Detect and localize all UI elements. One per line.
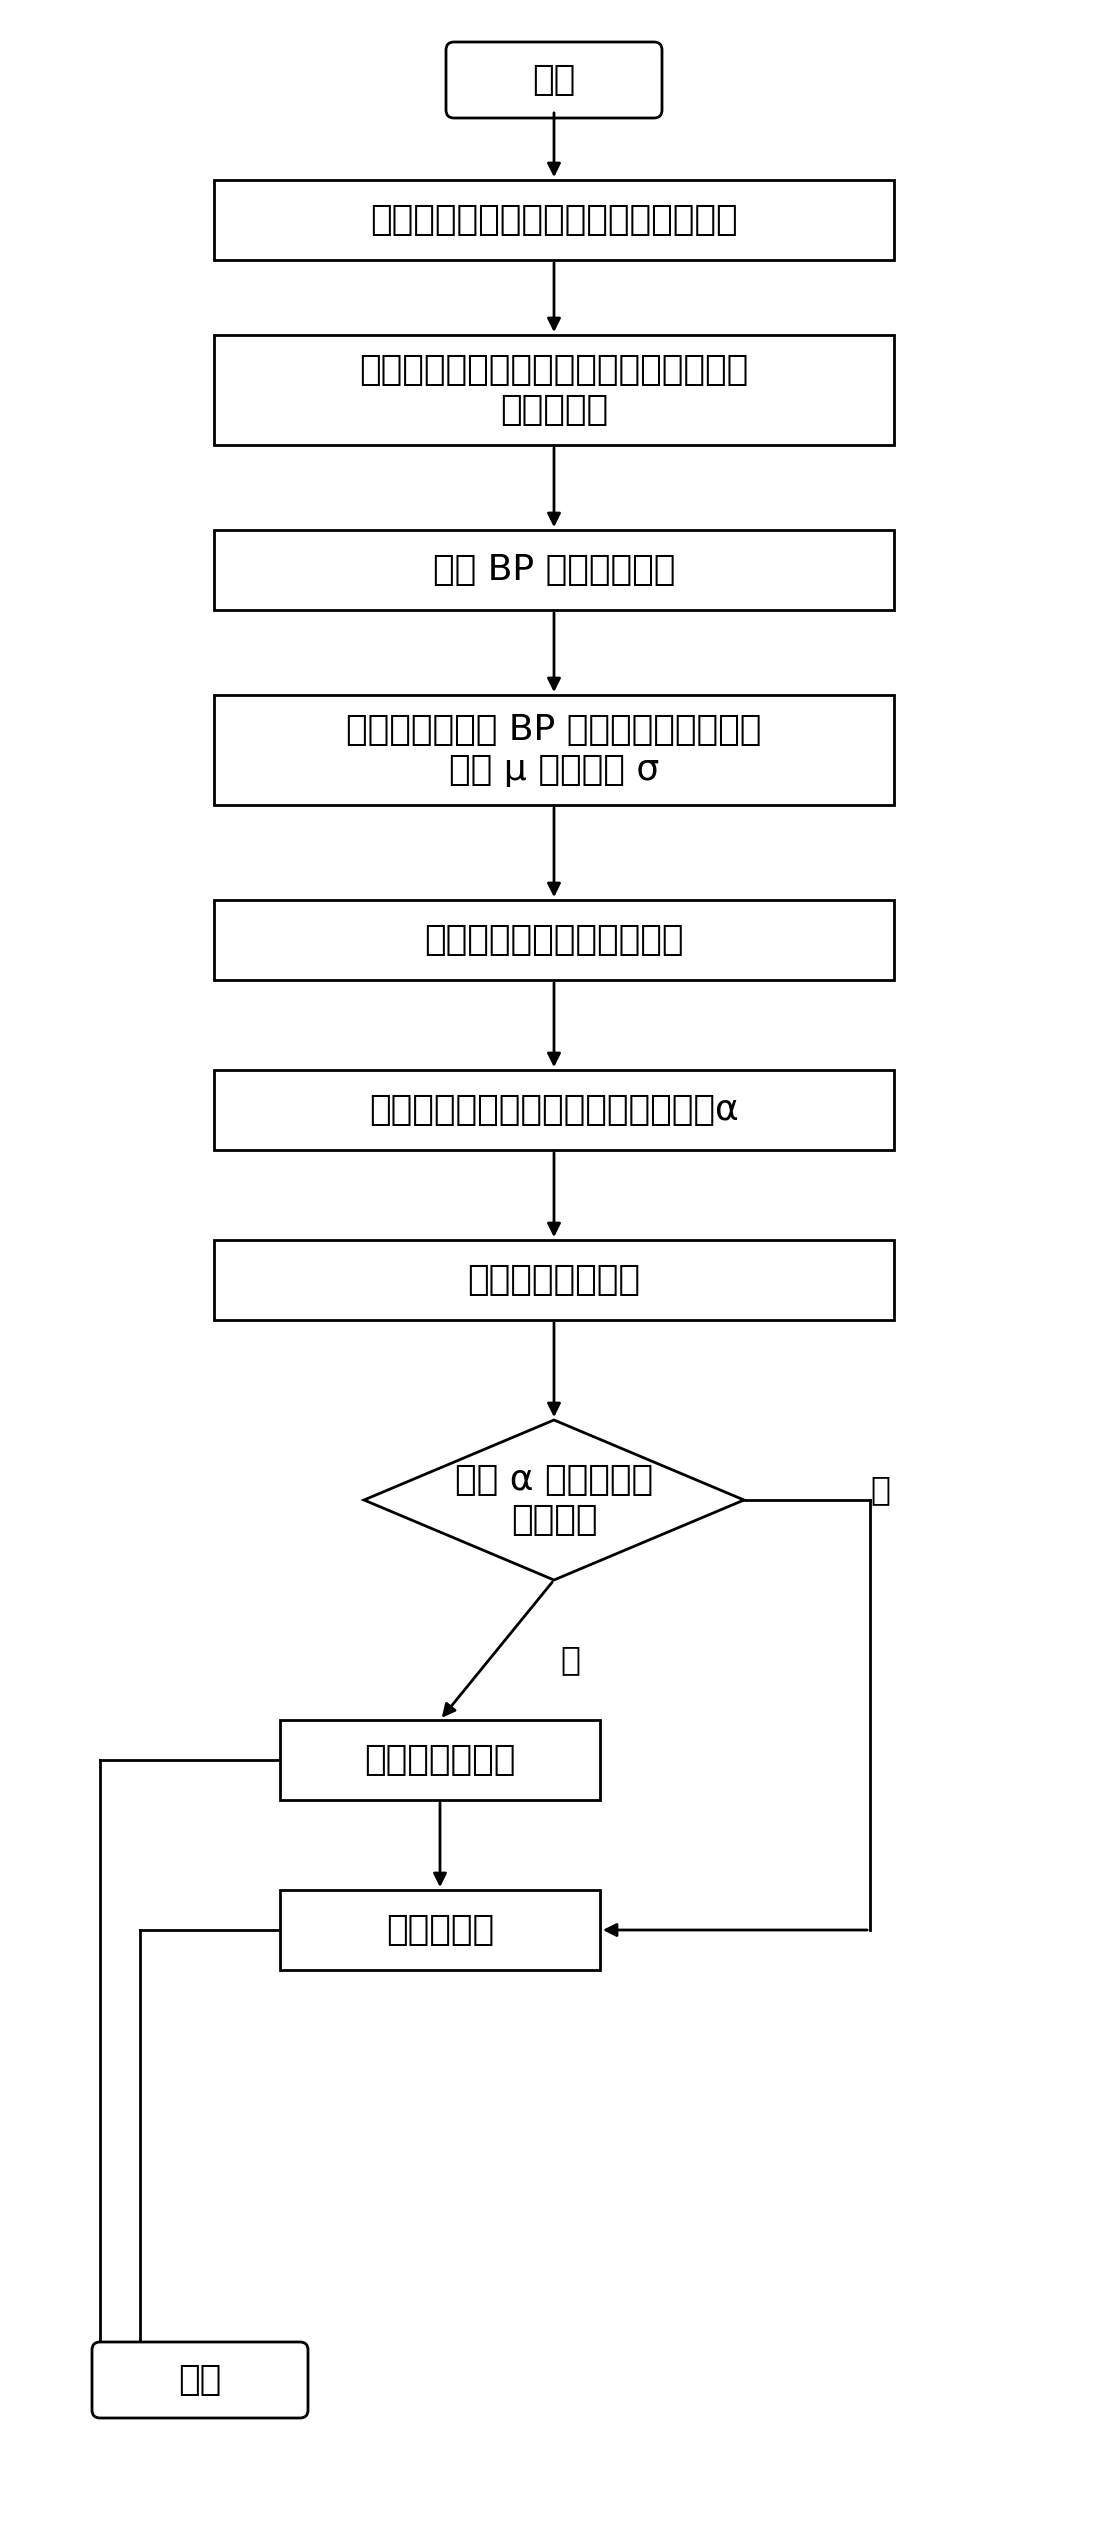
Text: 结束: 结束 [178, 2364, 221, 2397]
Text: 获得已训练好的 BP 神经网络模型误差的
均值 μ 和标准差 σ: 获得已训练好的 BP 神经网络模型误差的 均值 μ 和标准差 σ [346, 712, 762, 786]
Bar [214, 334, 894, 446]
Text: 获得换热器出口数据的预测输出误差α: 获得换热器出口数据的预测输出误差α [369, 1092, 738, 1128]
Text: 是: 是 [560, 1645, 580, 1678]
Bar [280, 1721, 600, 1799]
Bar [214, 900, 894, 981]
Text: 对换热器出口数据进行预测: 对换热器出口数据进行预测 [424, 922, 684, 958]
Text: 将采集到的关键参数划分为训练集、验证
集和测试集: 将采集到的关键参数划分为训练集、验证 集和测试集 [360, 352, 748, 426]
Bar [214, 1239, 894, 1320]
FancyBboxPatch shape [446, 43, 662, 119]
Polygon shape [364, 1419, 744, 1581]
Text: 构建 BP 神经网络模型: 构建 BP 神经网络模型 [433, 552, 675, 588]
Bar [214, 1069, 894, 1150]
Bar [214, 694, 894, 806]
Text: 误差 α 在正常误差
范围外？: 误差 α 在正常误差 范围外？ [455, 1462, 653, 1536]
Text: 采集换热器正常工作状态下的关键参数: 采集换热器正常工作状态下的关键参数 [370, 203, 737, 238]
Text: 否: 否 [870, 1472, 890, 1508]
FancyBboxPatch shape [92, 2341, 308, 2417]
Text: 设定正常误差范围: 设定正常误差范围 [467, 1262, 641, 1297]
Bar [214, 530, 894, 611]
Text: 换热器正常: 换热器正常 [386, 1913, 494, 1946]
Text: 换热器早期故障: 换热器早期故障 [364, 1743, 516, 1776]
Text: 开始: 开始 [532, 63, 576, 96]
Bar [280, 1890, 600, 1969]
Bar [214, 180, 894, 261]
